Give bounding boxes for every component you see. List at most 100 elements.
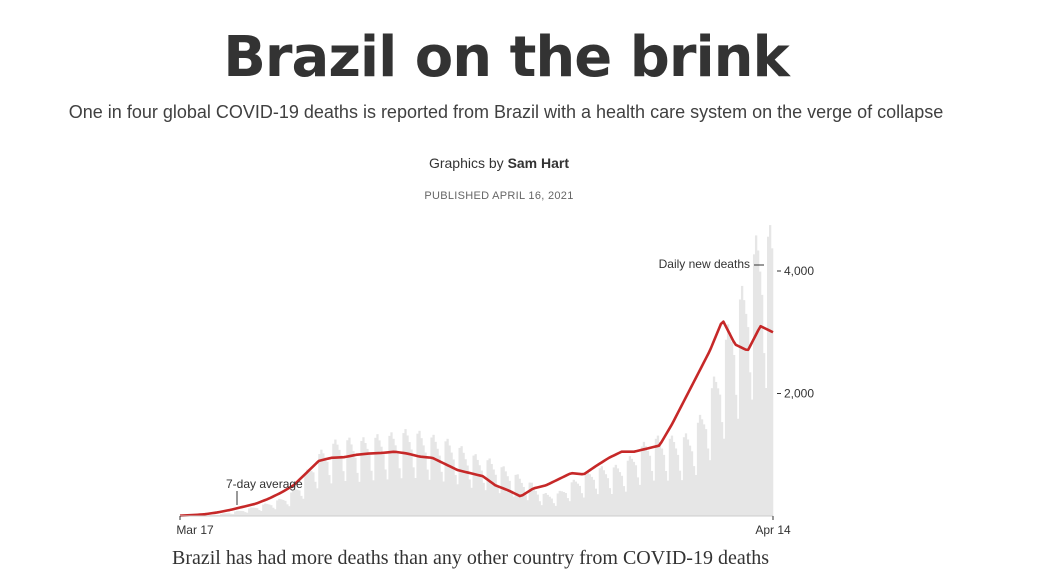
daily-bar bbox=[306, 470, 308, 516]
daily-bar bbox=[653, 481, 655, 516]
daily-bar bbox=[765, 388, 767, 516]
daily-bar bbox=[579, 486, 581, 516]
daily-bar bbox=[456, 484, 458, 516]
daily-bar bbox=[657, 436, 659, 516]
daily-bar bbox=[288, 506, 290, 516]
daily-bar bbox=[721, 422, 723, 516]
daily-bar bbox=[727, 324, 729, 516]
daily-bar bbox=[505, 471, 507, 516]
daily-bar bbox=[248, 508, 250, 516]
daily-bar bbox=[641, 446, 643, 516]
daily-bar bbox=[689, 446, 691, 516]
daily-bar bbox=[629, 456, 631, 516]
daily-bar bbox=[266, 504, 268, 516]
daily-bar bbox=[240, 511, 242, 516]
daily-bar bbox=[404, 429, 406, 516]
x-tick-label-start: Mar 17 bbox=[176, 523, 214, 537]
daily-bar bbox=[374, 438, 376, 516]
daily-bar bbox=[298, 490, 300, 516]
daily-bar bbox=[446, 439, 448, 516]
daily-bar bbox=[402, 433, 404, 516]
daily-bar bbox=[565, 493, 567, 516]
daily-bar bbox=[292, 489, 294, 516]
daily-bar bbox=[533, 487, 535, 516]
daily-bar bbox=[424, 453, 426, 516]
daily-bar bbox=[507, 476, 509, 516]
daily-bar bbox=[450, 453, 452, 516]
daily-bar bbox=[300, 496, 302, 516]
daily-bar bbox=[332, 444, 334, 516]
daily-bar bbox=[625, 492, 627, 516]
daily-bar bbox=[475, 454, 477, 516]
daily-bar bbox=[352, 451, 354, 516]
daily-bar bbox=[683, 437, 685, 516]
daily-bar bbox=[483, 483, 485, 516]
daily-bar bbox=[747, 327, 749, 516]
daily-bar bbox=[699, 415, 701, 516]
daily-bar bbox=[569, 501, 571, 516]
daily-bar bbox=[675, 448, 677, 516]
daily-bar bbox=[296, 490, 298, 516]
daily-bar bbox=[252, 508, 254, 516]
daily-bar bbox=[468, 479, 470, 516]
daily-bar bbox=[400, 478, 402, 516]
daily-bar bbox=[442, 482, 444, 516]
daily-bar bbox=[376, 434, 378, 516]
daily-bar bbox=[523, 487, 525, 516]
daily-bar bbox=[462, 453, 464, 516]
daily-bar bbox=[489, 458, 491, 516]
daily-bar bbox=[545, 493, 547, 516]
daily-bar bbox=[695, 475, 697, 516]
daily-bar bbox=[553, 503, 555, 516]
daily-bar bbox=[707, 448, 709, 516]
daily-bar bbox=[563, 492, 565, 516]
daily-bar bbox=[370, 471, 372, 516]
daily-bar bbox=[354, 458, 356, 516]
daily-bar bbox=[509, 481, 511, 516]
daily-bar bbox=[637, 477, 639, 516]
daily-bar bbox=[687, 439, 689, 516]
daily-bar bbox=[254, 508, 256, 516]
daily-bar bbox=[753, 254, 755, 516]
daily-bar bbox=[673, 442, 675, 516]
daily-bar bbox=[539, 501, 541, 516]
daily-bar bbox=[737, 419, 739, 516]
daily-bar bbox=[701, 419, 703, 516]
daily-bar bbox=[667, 481, 669, 516]
daily-bar bbox=[392, 439, 394, 516]
daily-bar bbox=[368, 455, 370, 516]
daily-bar bbox=[382, 453, 384, 516]
daily-bar bbox=[264, 504, 266, 517]
daily-bar bbox=[585, 475, 587, 516]
daily-bar bbox=[571, 482, 573, 516]
daily-bar bbox=[655, 439, 657, 516]
daily-bar bbox=[703, 424, 705, 516]
daily-bar bbox=[589, 474, 591, 516]
daily-bar bbox=[733, 355, 735, 516]
daily-bar bbox=[751, 400, 753, 516]
daily-bar bbox=[362, 437, 364, 516]
daily-bar bbox=[372, 480, 374, 516]
daily-bar bbox=[557, 494, 559, 517]
daily-bar bbox=[595, 489, 597, 516]
daily-bar bbox=[709, 460, 711, 516]
daily-bar bbox=[711, 388, 713, 516]
daily-bar bbox=[705, 429, 707, 516]
daily-bar bbox=[769, 225, 771, 516]
daily-bar bbox=[274, 509, 276, 516]
daily-bar bbox=[278, 499, 280, 516]
daily-bar bbox=[741, 286, 743, 516]
daily-bar bbox=[771, 248, 773, 516]
daily-bar bbox=[428, 480, 430, 516]
daily-bar bbox=[487, 460, 489, 516]
daily-bar bbox=[731, 342, 733, 516]
daily-bar bbox=[691, 451, 693, 516]
daily-bar bbox=[234, 512, 236, 516]
daily-bar bbox=[330, 483, 332, 516]
daily-bar bbox=[290, 492, 292, 516]
daily-bar bbox=[567, 498, 569, 516]
daily-bar bbox=[270, 505, 272, 516]
daily-bar bbox=[633, 462, 635, 516]
daily-bar bbox=[286, 504, 288, 516]
daily-bar bbox=[344, 481, 346, 516]
